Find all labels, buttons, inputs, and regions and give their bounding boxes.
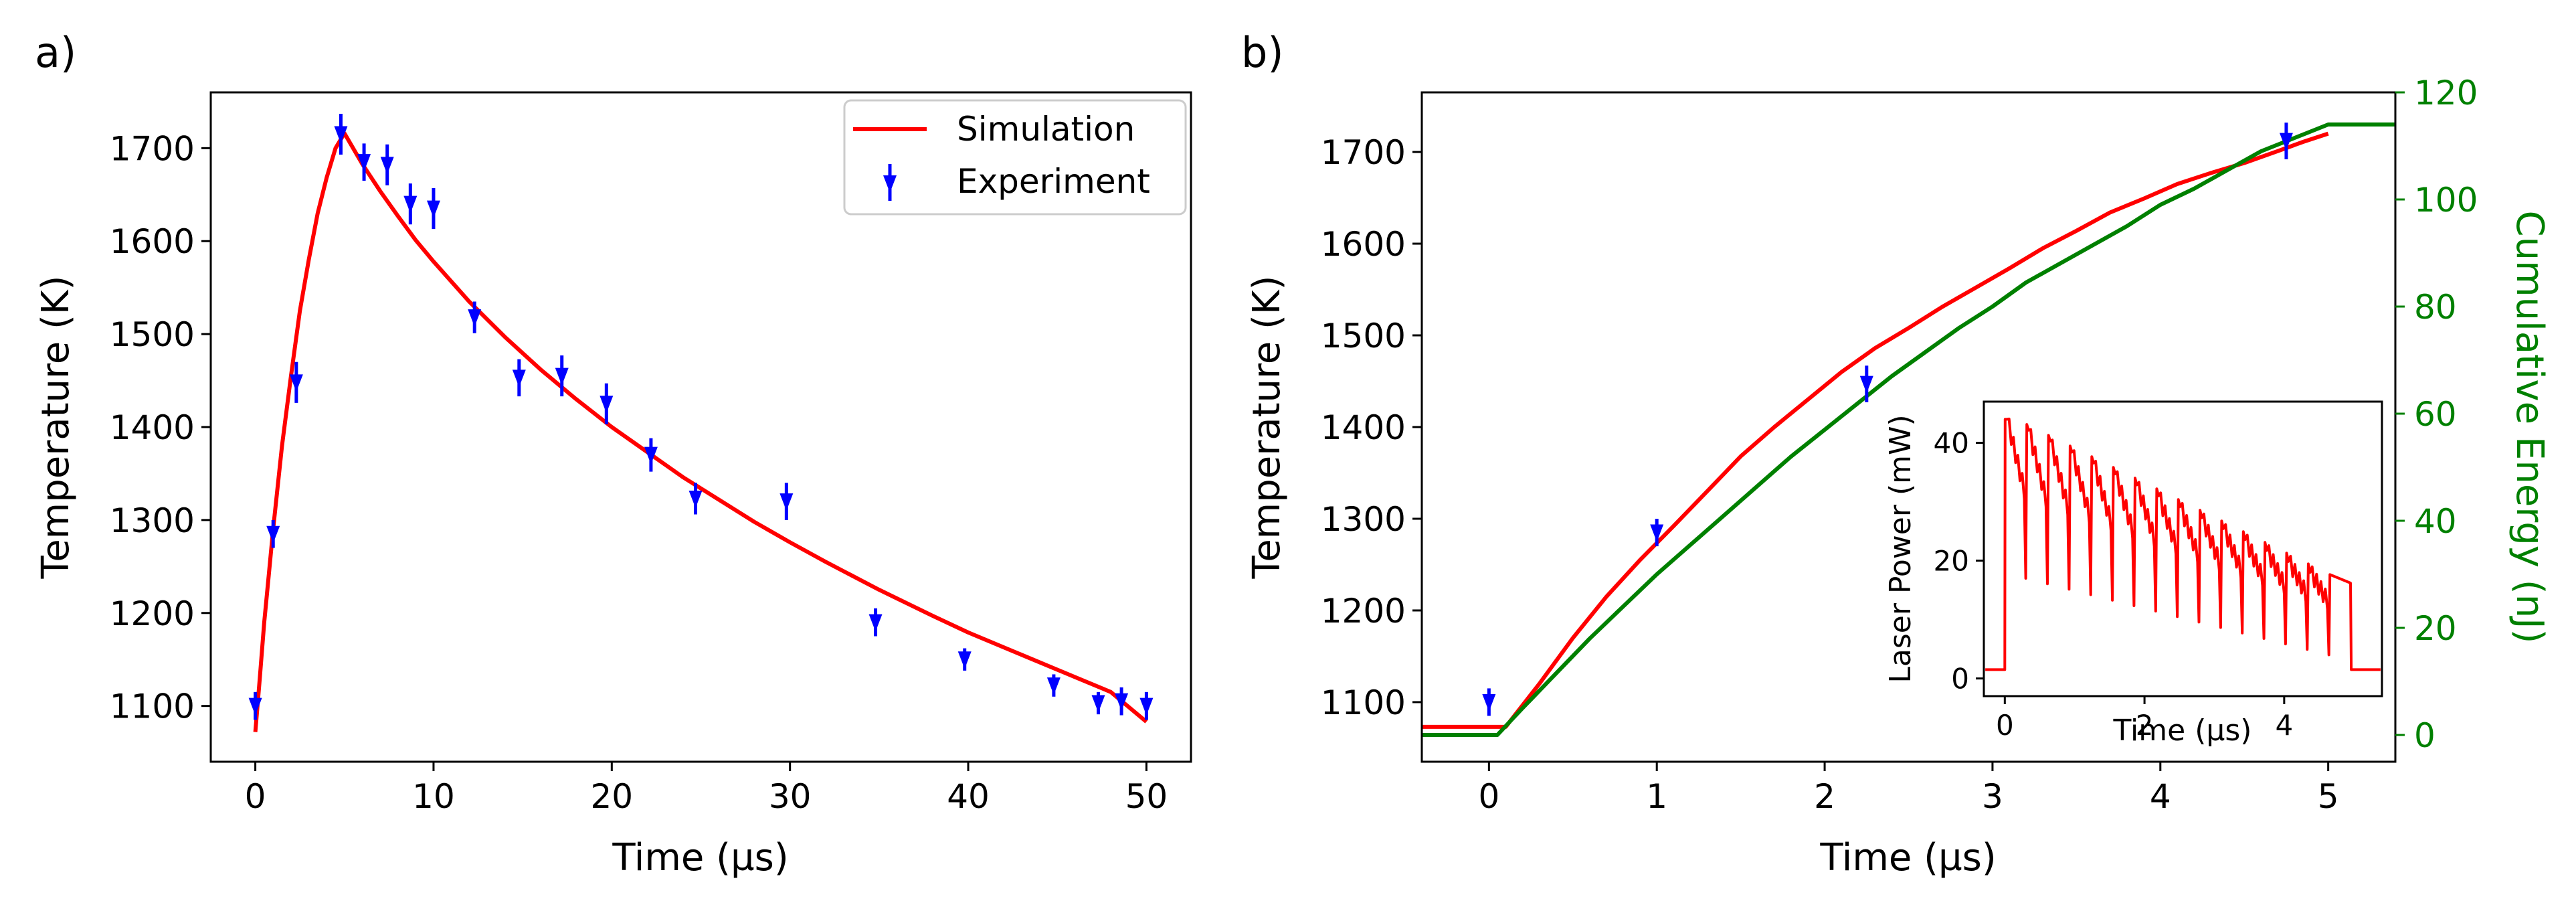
- chart-panel-a: 0 10 20 30 40 501100120013001400150016001700 …: [34, 91, 1192, 880]
- experiment-point: [1482, 688, 1496, 716]
- x-axis-label-a: Time (µs): [612, 836, 788, 880]
- inset-x-axis-tick-label: 4: [2275, 709, 2293, 742]
- experiment-point: [555, 355, 569, 397]
- legend-box: [843, 99, 1187, 216]
- y-axis-label-b: Temperature (K): [1245, 276, 1289, 580]
- experiment-point: [380, 144, 394, 185]
- experiment-point: [1115, 687, 1129, 716]
- inset-x-axis-tick-label: 2: [2136, 709, 2154, 742]
- y-axis-a-tick-label: 1600: [110, 222, 195, 261]
- x-axis-a-tick-label: 10: [412, 777, 455, 816]
- experiment-point: [1859, 365, 1873, 403]
- experiment-point: [426, 188, 440, 230]
- y-axis-b-tick-label: 1200: [1321, 592, 1406, 631]
- y2-axis-b-tick-label: 60: [2414, 395, 2457, 434]
- x-axis-b-tick-label: 4: [2150, 777, 2171, 816]
- y2-axis-label-b: Cumulative Energy (nJ): [2508, 211, 2551, 644]
- y-axis-b-tick-label: 1700: [1321, 133, 1406, 172]
- y-axis-b-tick-label: 1600: [1321, 225, 1406, 264]
- legend-experiment-label: Experiment: [957, 162, 1150, 201]
- simulation-line: [253, 131, 1148, 732]
- y2-axis-b-tick-label: 40: [2414, 502, 2457, 541]
- x-axis-label-b: Time (µs): [1819, 836, 1996, 880]
- experiment-point: [334, 113, 348, 155]
- y-axis-b-tick-label: 1400: [1321, 408, 1406, 447]
- experiment-point: [779, 483, 794, 520]
- x-axis-b-tick-label: 5: [2318, 777, 2339, 816]
- y-axis-a-tick-label: 1300: [110, 501, 195, 540]
- experiment-point: [1650, 518, 1664, 547]
- inset-frame: [1983, 400, 2383, 697]
- x-axis-b-tick-label: 1: [1646, 777, 1667, 816]
- experiment-point: [1091, 691, 1105, 715]
- legend-a: Simulation Experiment: [843, 99, 1187, 216]
- inset-y-axis-label: Laser Power (mW): [1883, 414, 1918, 683]
- legend-simulation-label: Simulation: [957, 110, 1135, 149]
- inset-background: [1984, 402, 2382, 696]
- inset-x-axis-label: Time (µs): [2113, 714, 2252, 748]
- experiment-point: [2279, 122, 2293, 159]
- y2-axis-b-tick-label: 100: [2414, 181, 2478, 220]
- cumulative-energy-line: [1422, 122, 2395, 737]
- experiment-point: [357, 143, 371, 181]
- x-axis-a-tick-label: 30: [769, 777, 812, 816]
- y-axis-label-a: Temperature (K): [34, 276, 78, 580]
- legend-experiment-marker: [883, 164, 897, 201]
- experiment-point: [468, 301, 482, 333]
- experiment-point: [248, 691, 262, 720]
- chart-panel-b: 0 1 2 3 4 51100120013001400150016001700020406…: [1245, 74, 2551, 880]
- y-axis-b-tick-label: 1100: [1321, 683, 1406, 722]
- experiment-point: [644, 438, 658, 472]
- x-axis-a-tick-label: 20: [591, 777, 634, 816]
- y2-axis-b-tick-label: 120: [2414, 74, 2478, 112]
- experiment-point: [600, 383, 614, 424]
- y-axis-b-tick-label: 1500: [1321, 317, 1406, 355]
- y-axis-a-tick-label: 1700: [110, 129, 195, 168]
- experiment-point: [1139, 691, 1154, 720]
- y-axis-a-tick-label: 1200: [110, 594, 195, 633]
- experiment-point: [266, 519, 280, 548]
- panel-label-a: a): [35, 28, 76, 77]
- experiment-point: [1046, 674, 1061, 697]
- inset-y-axis-tick-label: 20: [1934, 545, 1969, 578]
- x-axis-a-tick-label: 0: [245, 777, 266, 816]
- simulation-temperature-line: [1422, 131, 2329, 729]
- y2-axis-b-tick-label: 20: [2414, 609, 2457, 648]
- x-axis-a-tick-label: 40: [947, 777, 990, 816]
- experiment-point: [957, 648, 972, 671]
- y-axis-a-tick-label: 1100: [110, 687, 195, 726]
- panel-label-b: b): [1241, 28, 1284, 77]
- experiment-point: [289, 361, 303, 403]
- x-axis-a-tick-label: 50: [1125, 777, 1168, 816]
- y-axis-a-tick-label: 1500: [110, 315, 195, 354]
- x-axis-b-tick-label: 2: [1814, 777, 1835, 816]
- x-axis-b-tick-label: 3: [1982, 777, 2003, 816]
- y-axis-b-tick-label: 1300: [1321, 500, 1406, 539]
- inset-x-axis-tick-label: 0: [1996, 709, 2014, 742]
- inset-y-axis-tick-label: 0: [1951, 663, 1969, 695]
- y2-axis-b-tick-label: 0: [2414, 716, 2435, 755]
- laser-power-line: [1985, 417, 2381, 671]
- experiment-point: [512, 359, 526, 397]
- y2-axis-b-tick-label: 80: [2414, 288, 2457, 327]
- x-axis-b-tick-label: 0: [1478, 777, 1499, 816]
- experiment-point: [688, 483, 703, 515]
- experiment-point: [868, 608, 883, 637]
- inset-y-axis-tick-label: 40: [1934, 427, 1969, 460]
- experiment-point: [403, 183, 418, 225]
- y-axis-a-tick-label: 1400: [110, 408, 195, 447]
